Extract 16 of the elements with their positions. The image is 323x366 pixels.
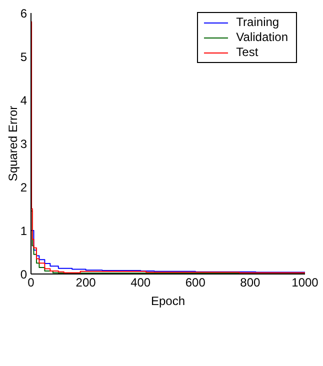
y-tick-label: 4 [20, 93, 28, 108]
y-axis-title: Squared Error [6, 106, 20, 182]
y-tick-label: 1 [20, 224, 28, 238]
legend-label: Training [236, 15, 280, 30]
legend-label: Validation [236, 30, 288, 45]
x-tick-label: 800 [240, 276, 261, 290]
legend-label: Test [236, 45, 258, 60]
x-tick-label: 1000 [292, 276, 319, 290]
y-tick-label: 6 [20, 6, 28, 20]
x-tick-label: 400 [130, 276, 151, 290]
y-tick-label: 5 [20, 50, 28, 64]
x-tick-label: 600 [185, 276, 206, 290]
y-tick-label: 3 [20, 136, 28, 151]
y-tick-label: 2 [20, 180, 28, 194]
x-tick-label: 200 [76, 276, 96, 290]
x-axis-title: Epoch [150, 294, 186, 308]
